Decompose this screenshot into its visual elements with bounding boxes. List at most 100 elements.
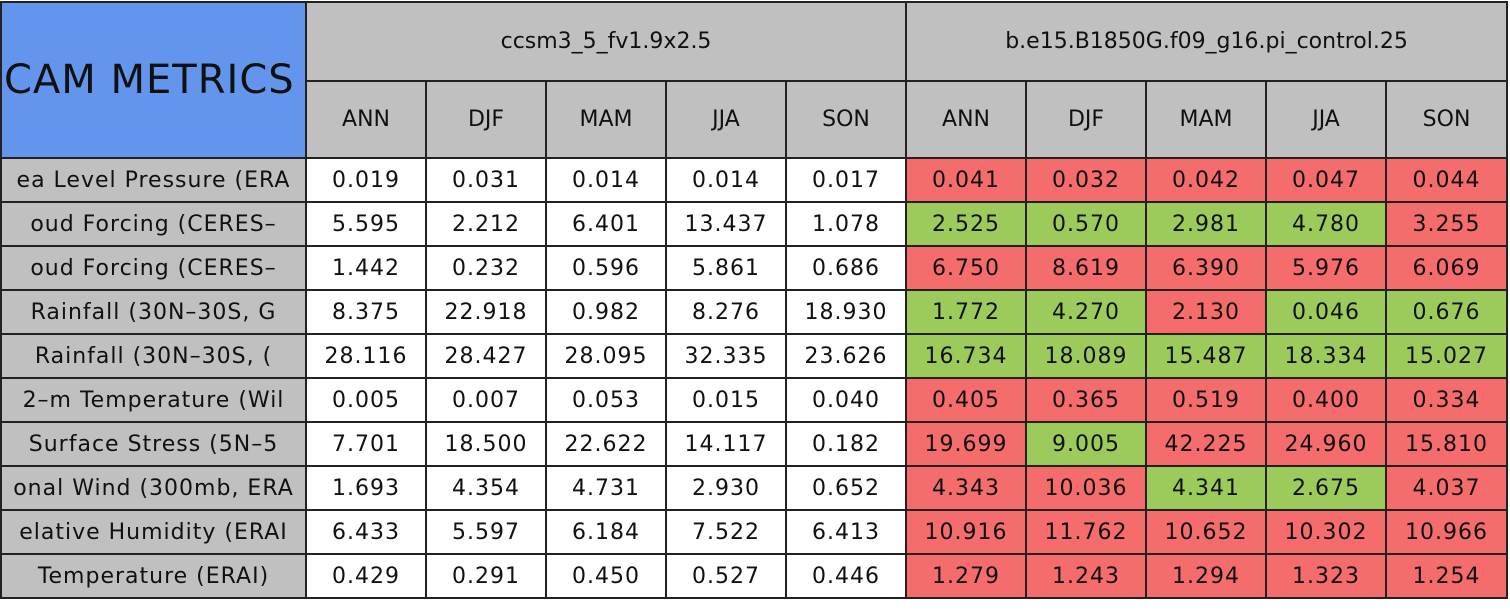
data-row: Temperature (ERAI) 0.429 0.291 0.450 0.527 0.…: [0, 553, 1509, 599]
season-header: JJA: [1265, 80, 1388, 159]
value-cell: 0.570: [1025, 201, 1148, 247]
row-label-cell: 2–m Temperature (Wil: [0, 377, 307, 423]
value-cell: 0.450: [545, 553, 667, 599]
value-cell: 1.078: [784, 201, 908, 247]
value-cell: 0.041: [905, 157, 1028, 203]
data-row: 2–m Temperature (Wil 0.005 0.007 0.053 0.015…: [0, 377, 1509, 423]
row-label-cell: onal Wind (300mb, ERA: [0, 465, 307, 511]
row-label: Rainfall (30N–30S, (: [34, 343, 273, 369]
value-cell: 0.182: [784, 421, 908, 467]
row-label-cell: elative Humidity (ERAI: [0, 509, 307, 555]
value-cell: 6.401: [545, 201, 667, 247]
value-cell: 0.652: [784, 465, 908, 511]
value-cell: 2.130: [1145, 289, 1268, 335]
value-cell: 0.676: [1385, 289, 1509, 335]
row-label-cell: oud Forcing (CERES–: [0, 245, 307, 291]
value-cell: 15.487: [1145, 333, 1268, 379]
season-header: MAM: [1145, 80, 1268, 159]
row-label-cell: oud Forcing (CERES–: [0, 201, 307, 247]
season-header: SON: [1385, 80, 1509, 159]
row-label: 2–m Temperature (Wil: [22, 387, 285, 413]
value-cell: 1.693: [305, 465, 427, 511]
season-header: ANN: [305, 80, 427, 159]
season-header: ANN: [905, 80, 1028, 159]
row-label-cell: Rainfall (30N–30S, G: [0, 289, 307, 335]
value-cell: 7.701: [305, 421, 427, 467]
value-cell: 23.626: [784, 333, 908, 379]
group-header: b.e15.B1850G.f09_g16.pi_control.25: [905, 1, 1509, 82]
value-cell: 1.442: [305, 245, 427, 291]
season-header: DJF: [425, 80, 547, 159]
value-cell: 9.005: [1025, 421, 1148, 467]
row-label-cell: Surface Stress (5N–5: [0, 421, 307, 467]
value-cell: 32.335: [665, 333, 787, 379]
data-row: Rainfall (30N–30S, G 8.375 22.918 0.982 8.27…: [0, 289, 1509, 335]
value-cell: 8.276: [665, 289, 787, 335]
value-cell: 4.354: [425, 465, 547, 511]
value-cell: 4.731: [545, 465, 667, 511]
value-cell: 0.291: [425, 553, 547, 599]
value-cell: 0.519: [1145, 377, 1268, 423]
value-cell: 0.014: [545, 157, 667, 203]
value-cell: 0.334: [1385, 377, 1509, 423]
value-cell: 2.675: [1265, 465, 1388, 511]
value-cell: 15.027: [1385, 333, 1509, 379]
value-cell: 4.341: [1145, 465, 1268, 511]
data-row: Surface Stress (5N–5 7.701 18.500 22.622 14.…: [0, 421, 1509, 467]
value-cell: 3.255: [1385, 201, 1509, 247]
value-cell: 2.212: [425, 201, 547, 247]
title: CAM METRICS: [4, 57, 295, 103]
value-cell: 10.036: [1025, 465, 1148, 511]
value-cell: 8.375: [305, 289, 427, 335]
group-header: ccsm3_5_fv1.9x2.5: [304, 1, 908, 82]
value-cell: 0.046: [1265, 289, 1388, 335]
table-body: ea Level Pressure (ERA 0.019 0.031 0.014 0.0…: [0, 157, 1509, 599]
value-cell: 0.007: [425, 377, 547, 423]
value-cell: 24.960: [1265, 421, 1388, 467]
value-cell: 10.966: [1385, 509, 1509, 555]
value-cell: 2.525: [905, 201, 1028, 247]
row-label: onal Wind (300mb, ERA: [13, 475, 294, 501]
value-cell: 0.053: [545, 377, 667, 423]
value-cell: 0.527: [665, 553, 787, 599]
value-cell: 14.117: [665, 421, 787, 467]
value-cell: 0.040: [784, 377, 908, 423]
value-cell: 15.810: [1385, 421, 1509, 467]
value-cell: 0.015: [665, 377, 787, 423]
value-cell: 13.437: [665, 201, 787, 247]
season-header: MAM: [545, 80, 667, 159]
data-row: onal Wind (300mb, ERA 1.693 4.354 4.731 2.93…: [0, 465, 1509, 511]
value-cell: 0.019: [305, 157, 427, 203]
value-cell: 0.014: [665, 157, 787, 203]
value-cell: 0.405: [905, 377, 1028, 423]
data-row: oud Forcing (CERES– 1.442 0.232 0.596 5.861 0…: [0, 245, 1509, 291]
season-header: DJF: [1025, 80, 1148, 159]
value-cell: 0.047: [1265, 157, 1388, 203]
value-cell: 28.427: [425, 333, 547, 379]
value-cell: 6.433: [305, 509, 427, 555]
value-cell: 5.976: [1265, 245, 1388, 291]
value-cell: 0.446: [784, 553, 908, 599]
value-cell: 19.699: [905, 421, 1028, 467]
value-cell: 18.930: [784, 289, 908, 335]
value-cell: 2.981: [1145, 201, 1268, 247]
value-cell: 0.044: [1385, 157, 1509, 203]
value-cell: 6.184: [545, 509, 667, 555]
row-label: Surface Stress (5N–5: [28, 431, 279, 457]
row-label: elative Humidity (ERAI: [19, 519, 288, 545]
value-cell: 5.597: [425, 509, 547, 555]
value-cell: 4.780: [1265, 201, 1388, 247]
value-cell: 1.323: [1265, 553, 1388, 599]
season-header: JJA: [665, 80, 787, 159]
value-cell: 4.343: [905, 465, 1028, 511]
value-cell: 6.413: [784, 509, 908, 555]
value-cell: 16.734: [905, 333, 1028, 379]
value-cell: 22.622: [545, 421, 667, 467]
row-label: Temperature (ERAI): [37, 563, 270, 589]
value-cell: 5.595: [305, 201, 427, 247]
season-header: SON: [784, 80, 908, 159]
value-cell: 4.270: [1025, 289, 1148, 335]
value-cell: 4.037: [1385, 465, 1509, 511]
value-cell: 1.243: [1025, 553, 1148, 599]
